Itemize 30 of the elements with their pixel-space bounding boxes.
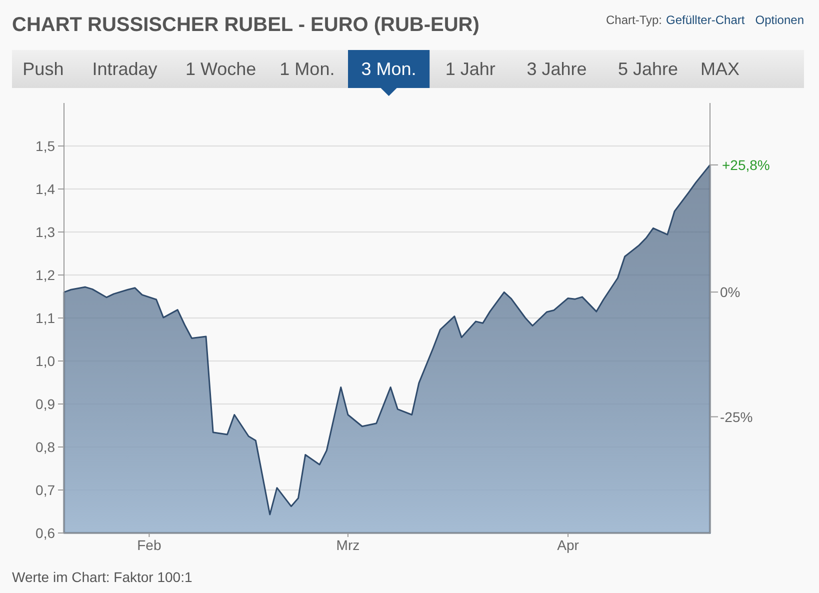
y-tick-label: 1,0 [36,353,56,369]
y-tick-label: 1,5 [36,138,56,154]
text: 1 Woche [185,59,256,79]
y-tick-label: 0,6 [36,525,56,541]
annotation: +25,8% [722,156,770,173]
y-tick-label: 1,2 [36,267,56,283]
y2-tick-label: -25% [720,408,753,425]
y-tick-label: 0,8 [36,439,56,455]
y-tick-label: 0,7 [36,482,56,498]
text: Optionen [755,13,804,27]
y-tick-label: 1,1 [36,310,56,326]
text: Werte im Chart: Faktor 100:1 [12,569,192,585]
text: Chart-Typ: [606,13,662,27]
text: Push [22,59,64,79]
x-tick-label: Mrz [336,537,360,553]
text: Intraday [92,59,158,79]
text: 5 Jahre [618,59,678,79]
text: 1 Jahr [445,59,496,79]
x-tick-label: Feb [137,537,162,553]
x-tick-label: Apr [557,537,580,553]
y-tick-label: 1,3 [36,224,56,240]
text: MAX [700,59,740,79]
y2-tick-label: 0% [720,284,740,300]
chart-title: CHART RUSSISCHER RUBEL - EURO (RUB-EUR) [12,14,480,36]
text: 3 Jahre [526,59,587,79]
y-tick-label: 0,9 [36,396,56,412]
text: 1 Mon. [280,59,335,79]
text: Gefüllter-Chart [666,13,746,27]
text: 3 Mon. [361,59,416,79]
y-tick-label: 1,4 [36,181,56,197]
